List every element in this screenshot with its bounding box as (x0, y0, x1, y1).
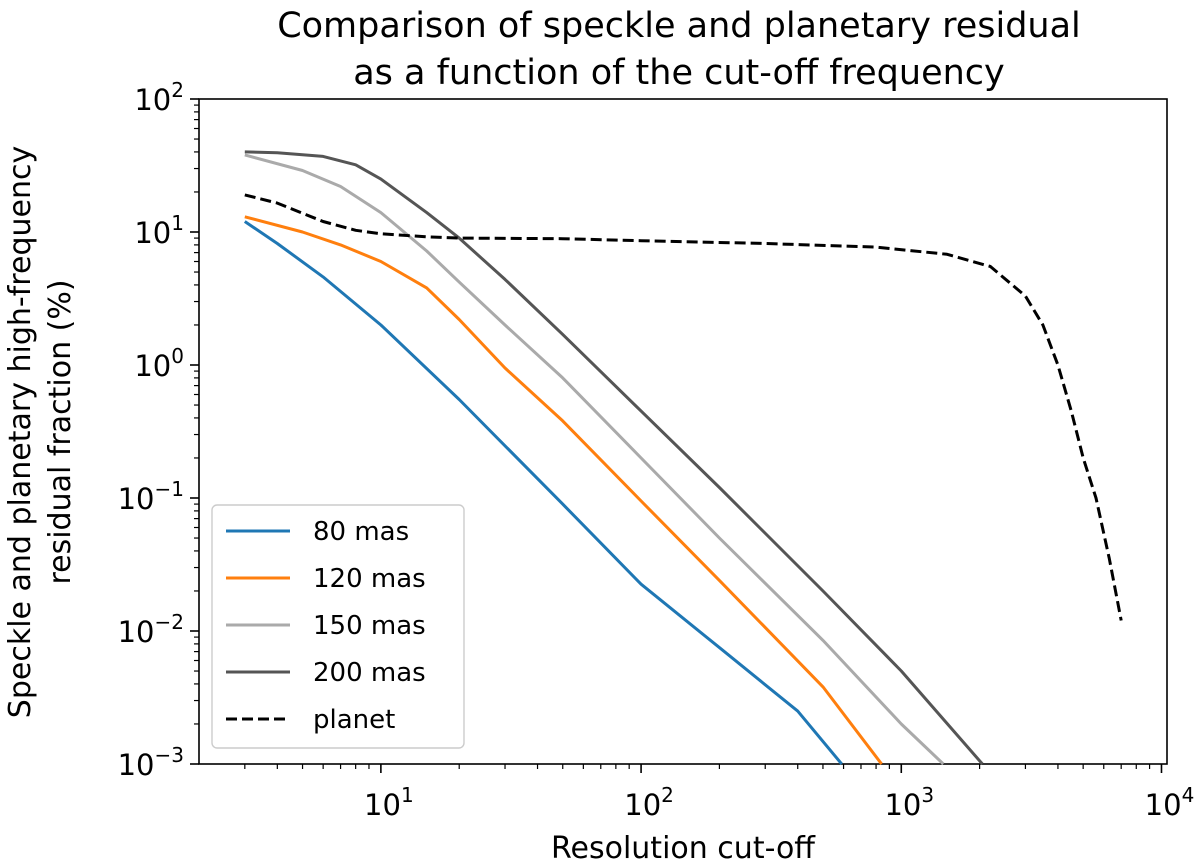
x-tick-exponent: 3 (921, 783, 934, 807)
x-tick-exponent: 4 (1182, 783, 1195, 807)
legend-label-200-mas: 200 mas (313, 658, 426, 688)
y-tick-base: 10 (134, 349, 171, 383)
y-tick-base: 10 (118, 482, 155, 516)
x-tick-base: 10 (1145, 788, 1182, 822)
y-tick-exponent: 1 (171, 211, 184, 235)
y-tick-exponent: 0 (171, 344, 184, 368)
y-tick-base: 10 (118, 748, 155, 782)
x-tick-label: 103 (884, 783, 934, 822)
y-tick-exponent: −2 (155, 610, 184, 634)
x-tick-exponent: 1 (401, 783, 414, 807)
y-tick-label: 10−2 (118, 610, 184, 649)
y-tick-base: 10 (118, 615, 155, 649)
y-tick-base: 10 (134, 216, 171, 250)
x-tick-base: 10 (364, 788, 401, 822)
series-layer (243, 150, 1123, 766)
x-tick-base: 10 (624, 788, 661, 822)
y-tick-label: 10−1 (118, 477, 184, 516)
x-axis-label: Resolution cut-off (551, 831, 816, 866)
legend-entries: 80 mas 120 mas 150 mas 200 mas planet (226, 517, 426, 735)
y-axis-label-line2: residual fraction (%) (43, 279, 78, 584)
y-axis-label-line1: Speckle and planetary high-frequency (3, 146, 38, 718)
legend-label-80-mas: 80 mas (313, 517, 409, 547)
y-tick-base: 10 (134, 83, 171, 117)
chart-title-line2: as a function of the cut-off frequency (353, 53, 1005, 93)
y-tick-exponent: −1 (155, 477, 184, 501)
y-tick-label: 102 (134, 78, 184, 117)
y-tick-label: 101 (134, 211, 184, 250)
y-tick-exponent: −3 (155, 743, 184, 767)
legend-label-120-mas: 120 mas (313, 564, 426, 594)
x-tick-base: 10 (884, 788, 921, 822)
series-line-120-mas (244, 215, 883, 765)
legend-label-planet: planet (313, 705, 395, 735)
y-tick-exponent: 2 (171, 78, 184, 102)
chart-title-line1: Comparison of speckle and planetary resi… (277, 6, 1081, 46)
plot-frame (198, 98, 1168, 765)
legend: 80 mas 120 mas 150 mas 200 mas planet (211, 504, 465, 749)
series-line-200-mas (244, 150, 984, 765)
x-tick-label: 102 (624, 783, 674, 822)
y-tick-label: 100 (134, 344, 184, 383)
series-line-80-mas (243, 220, 843, 765)
x-tick-exponent: 2 (661, 783, 674, 807)
legend-label-150-mas: 150 mas (313, 611, 426, 641)
x-tick-label: 104 (1145, 783, 1195, 822)
legend-box (211, 504, 465, 749)
series-line-150-mas (244, 153, 945, 766)
y-tick-label: 10−3 (118, 743, 184, 782)
x-tick-label: 101 (364, 783, 414, 822)
